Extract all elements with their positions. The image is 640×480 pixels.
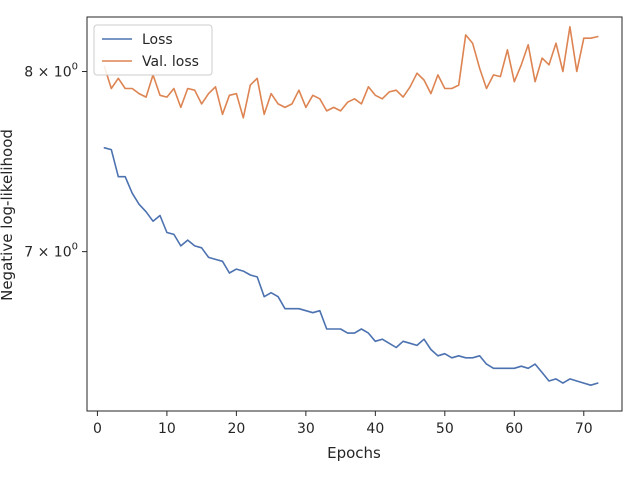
x-tick-label: 40 — [366, 421, 384, 437]
x-axis: 0 10 20 30 40 50 60 70 — [93, 411, 593, 437]
y-tick-label: 8 × 100 — [24, 62, 78, 81]
legend-label: Val. loss — [142, 54, 199, 70]
x-tick-label: 30 — [297, 421, 315, 437]
x-tick-label: 20 — [227, 421, 245, 437]
y-tick-label: 7 × 100 — [24, 242, 78, 261]
x-tick-label: 60 — [505, 421, 523, 437]
plot-lines — [103, 25, 599, 387]
plot-frame — [86, 16, 623, 412]
series-line-loss — [103, 147, 599, 387]
y-axis: 7 × 100 8 × 100 — [24, 62, 87, 261]
x-tick-label: 70 — [575, 421, 593, 437]
x-tick-label: 0 — [93, 421, 102, 437]
y-axis-label: Negative log-likelihood — [0, 129, 16, 301]
legend: Loss Val. loss — [93, 24, 213, 76]
x-axis-label: Epochs — [327, 444, 381, 462]
series-line-val-loss — [103, 25, 599, 119]
x-tick-label: 50 — [436, 421, 454, 437]
x-tick-label: 10 — [158, 421, 176, 437]
legend-box — [93, 24, 213, 76]
legend-label: Loss — [142, 32, 173, 48]
